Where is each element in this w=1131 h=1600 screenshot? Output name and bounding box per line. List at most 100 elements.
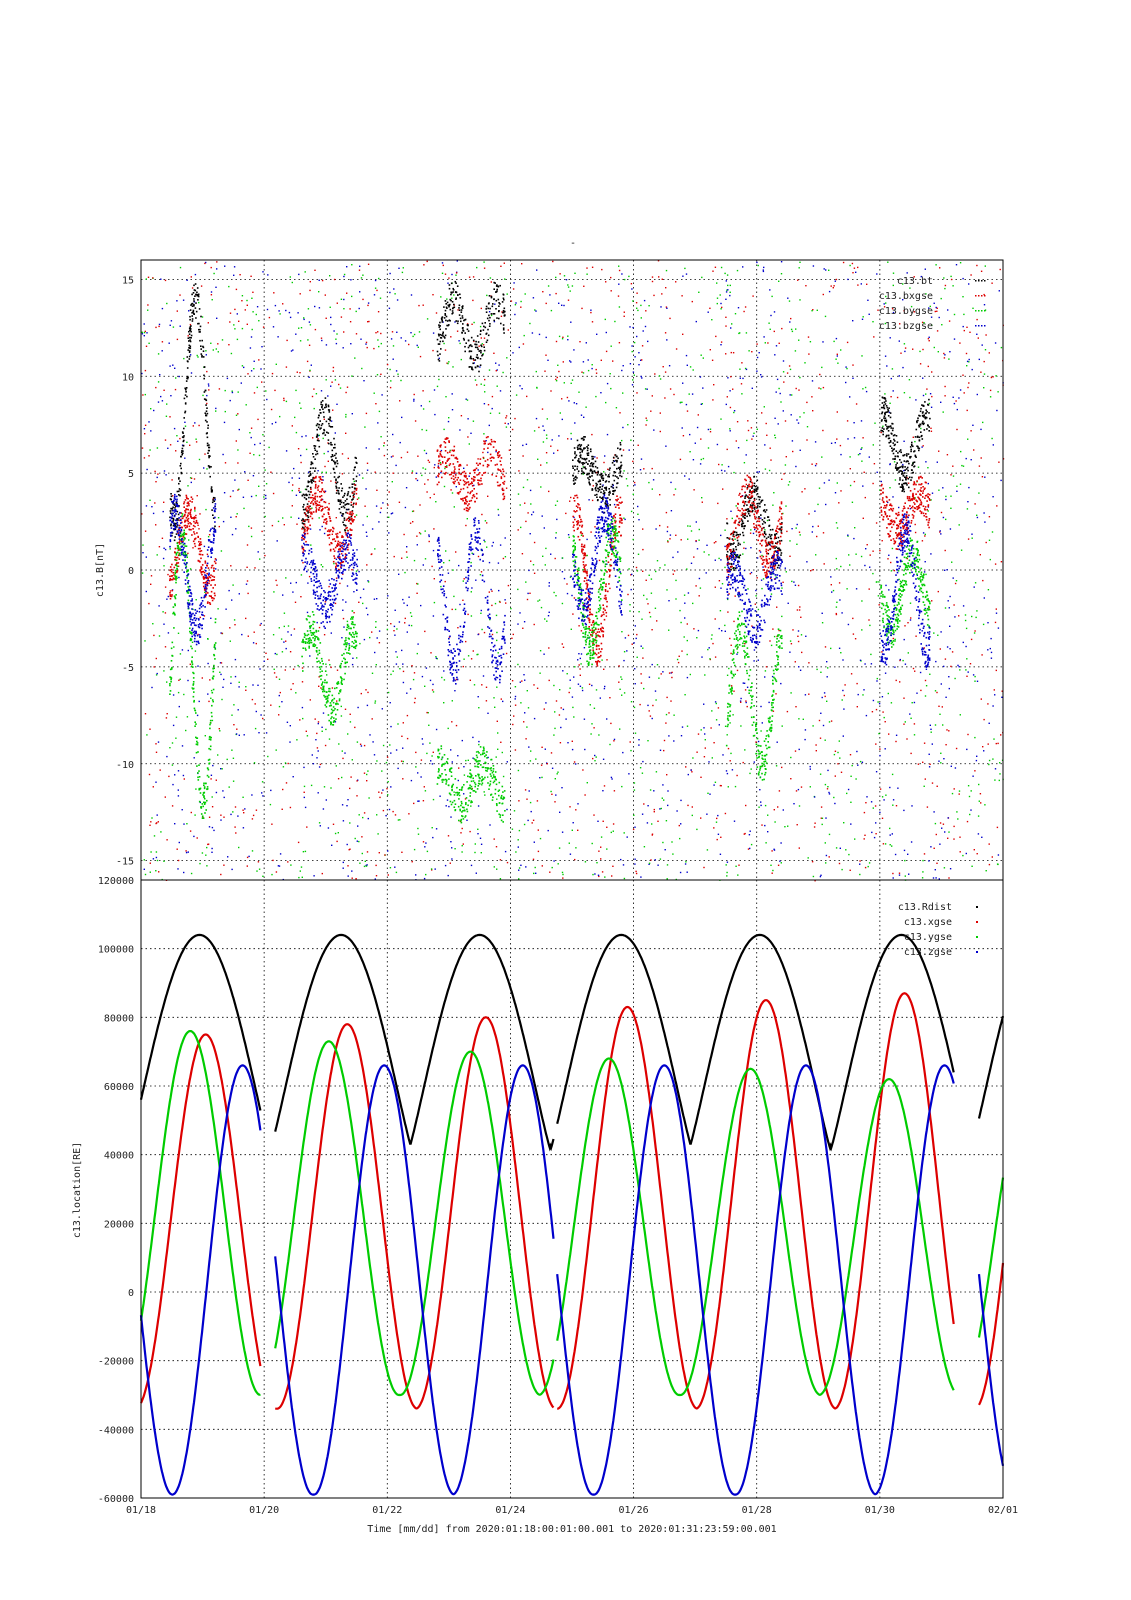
panel1-point xyxy=(924,561,926,563)
panel1-point xyxy=(518,346,520,349)
panel1-point xyxy=(754,603,756,605)
panel1-point xyxy=(523,334,525,337)
panel1-point xyxy=(653,808,655,811)
panel1-point xyxy=(888,411,891,414)
panel1-point xyxy=(292,668,295,670)
panel1-point xyxy=(200,550,203,552)
panel1-point xyxy=(993,738,995,740)
panel1-point xyxy=(642,657,644,659)
panel1-point xyxy=(641,618,643,620)
panel1-point xyxy=(520,864,522,866)
panel1-point xyxy=(387,794,389,796)
panel1-point xyxy=(470,561,472,564)
panel1-point xyxy=(956,490,958,492)
panel1-point xyxy=(380,342,382,345)
panel1-point xyxy=(195,441,198,443)
panel1-point xyxy=(493,352,495,354)
panel1-point xyxy=(903,638,905,641)
panel1-point xyxy=(278,678,281,680)
panel1-point xyxy=(209,735,211,738)
panel1-point xyxy=(933,632,935,634)
panel1-point xyxy=(195,519,198,522)
panel1-point xyxy=(980,802,982,804)
panel1-point xyxy=(905,514,908,516)
panel1-point xyxy=(189,522,191,524)
panel1-point xyxy=(828,856,830,858)
panel1-point xyxy=(991,282,993,284)
panel1-point xyxy=(158,546,161,548)
panel1-point xyxy=(789,368,792,371)
panel1-point xyxy=(645,424,647,426)
panel1-point xyxy=(640,304,642,307)
panel1-point xyxy=(477,805,480,807)
panel1-point xyxy=(143,859,145,861)
panel1-point xyxy=(889,487,891,489)
panel1-point xyxy=(533,872,535,875)
panel1-point xyxy=(985,870,987,872)
panel1-point xyxy=(725,325,727,327)
panel1-point xyxy=(481,684,483,686)
panel1-point xyxy=(498,589,500,592)
panel1-point xyxy=(756,356,759,359)
panel1-point xyxy=(527,819,529,822)
panel1-point xyxy=(190,304,192,306)
panel1-point xyxy=(235,516,237,518)
panel1-point xyxy=(206,865,208,867)
panel1-point xyxy=(550,309,553,312)
panel1-point xyxy=(183,537,186,539)
panel1-point xyxy=(736,507,739,509)
panel1-point xyxy=(184,551,187,554)
panel1-point xyxy=(537,458,539,460)
panel1-point xyxy=(155,751,158,753)
panel1-point xyxy=(307,308,310,310)
panel1-point xyxy=(202,346,205,349)
panel1-point xyxy=(191,312,193,314)
panel1-point xyxy=(958,790,961,792)
panel1-point xyxy=(235,733,238,735)
panel1-point xyxy=(790,643,793,645)
panel1-point xyxy=(929,724,931,726)
panel1-point xyxy=(360,277,363,279)
panel1-point xyxy=(158,871,160,873)
panel1-point xyxy=(947,600,949,602)
panel1-point xyxy=(981,654,983,656)
panel1-point xyxy=(488,424,490,427)
panel1-point xyxy=(386,756,389,758)
panel1-point xyxy=(539,837,542,840)
panel1-point xyxy=(929,673,931,675)
panel1-point xyxy=(454,472,456,475)
panel1-point xyxy=(403,602,405,604)
panel1-point xyxy=(187,679,189,682)
panel1-point xyxy=(931,395,933,398)
panel1-point xyxy=(673,393,675,396)
panel1-point xyxy=(211,599,214,602)
panel1-point xyxy=(675,348,678,350)
panel1-point xyxy=(743,310,745,313)
panel1-point xyxy=(210,342,212,344)
panel1-point xyxy=(164,439,167,441)
panel1-point xyxy=(612,830,614,832)
panel1-point xyxy=(470,658,473,660)
panel1-point xyxy=(156,859,159,862)
panel1-point xyxy=(683,636,685,638)
panel1-point xyxy=(391,331,394,333)
panel1-point xyxy=(455,274,457,276)
panel1-point xyxy=(213,597,215,600)
panel1-point xyxy=(944,287,946,290)
panel1-point xyxy=(440,296,442,298)
panel1-point xyxy=(242,796,244,798)
panel1-point xyxy=(197,322,199,325)
panel1-point xyxy=(272,326,275,328)
panel1-point xyxy=(186,526,188,528)
panel1-point xyxy=(902,299,904,301)
panel1-point xyxy=(180,467,182,470)
panel1-point xyxy=(289,806,292,809)
panel1-point xyxy=(300,596,302,598)
panel1-point xyxy=(689,673,691,676)
panel1-point xyxy=(210,595,212,597)
panel1-point xyxy=(633,481,636,484)
panel1-point xyxy=(872,550,874,552)
panel1-point xyxy=(431,755,433,757)
panel1-point xyxy=(809,768,811,770)
panel1-point xyxy=(331,687,334,689)
